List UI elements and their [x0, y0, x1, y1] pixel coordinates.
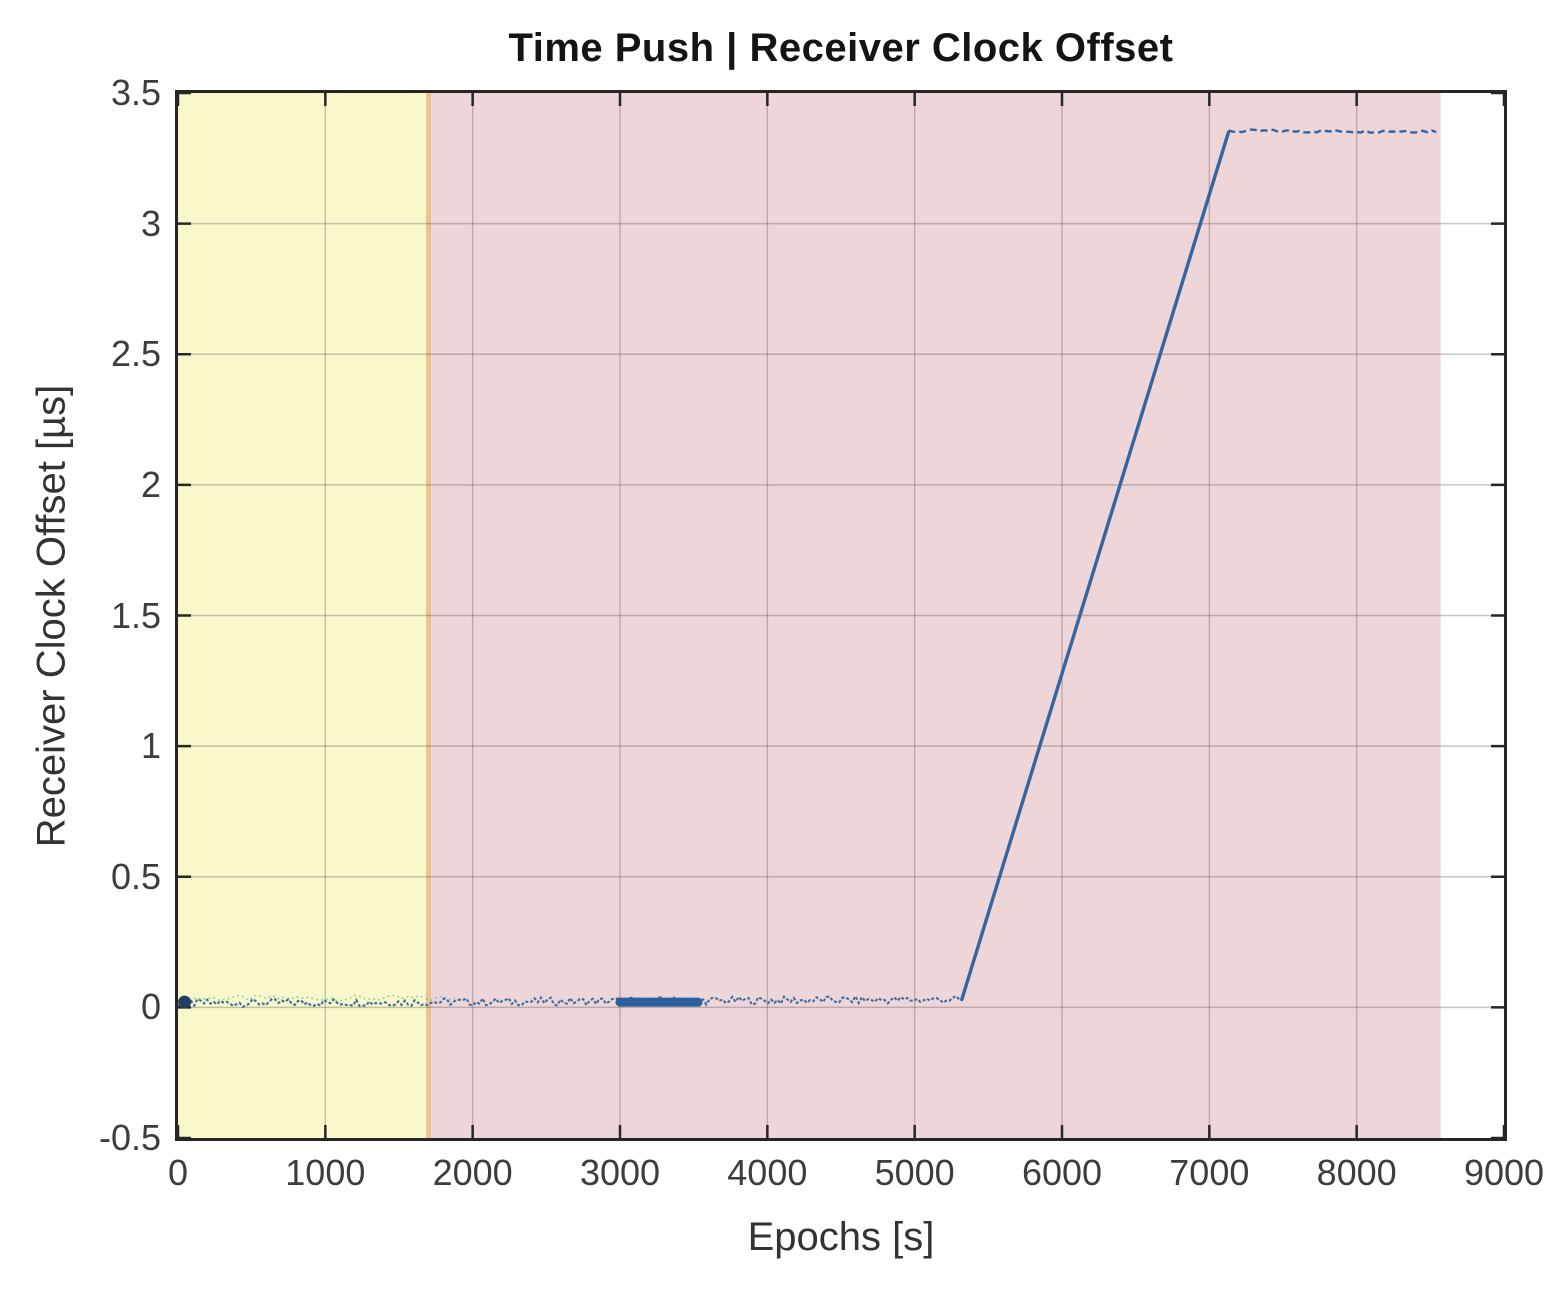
x-tick-label: 2000 [432, 1152, 513, 1193]
band-boundary [425, 93, 431, 1138]
yellow-highlight-region [178, 93, 429, 1138]
y-tick-label: 2 [140, 463, 161, 505]
y-tick-label: 0 [140, 986, 161, 1028]
x-axis-label: Epochs [s] [747, 1215, 935, 1259]
series-start-point [178, 995, 192, 1009]
x-tick-label: 0 [167, 1152, 189, 1193]
x-tick-label: 9000 [1463, 1152, 1545, 1193]
x-tick-label: 5000 [874, 1152, 955, 1193]
series-teal-noise [178, 994, 456, 1003]
series-ramp-segment [960, 130, 1231, 1002]
series-plateau-segment [1228, 128, 1437, 134]
y-tick-label: 2.5 [110, 333, 161, 375]
y-tick-label: 1.5 [110, 594, 161, 636]
y-tick-label: 3.5 [110, 72, 161, 113]
x-tick-label: 3000 [579, 1152, 661, 1193]
x-tick-label: 4000 [727, 1152, 808, 1193]
x-tick-label: 6000 [1021, 1152, 1103, 1193]
chart-canvas [178, 93, 1504, 1138]
series-flat-segment [178, 993, 960, 1009]
x-tick-label: 1000 [285, 1152, 366, 1193]
plot-area [175, 90, 1507, 1141]
x-tick-label: 7000 [1169, 1152, 1250, 1193]
pink-highlight-region [428, 93, 1441, 1138]
y-tick-label: 0.5 [110, 855, 161, 897]
y-tick-label: 3 [140, 202, 161, 244]
y-tick-label: -0.5 [98, 1117, 161, 1158]
x-tick-label: 8000 [1316, 1152, 1397, 1193]
chart-title: Time Push | Receiver Clock Offset [508, 26, 1174, 70]
y-tick-label: 1 [140, 725, 161, 767]
